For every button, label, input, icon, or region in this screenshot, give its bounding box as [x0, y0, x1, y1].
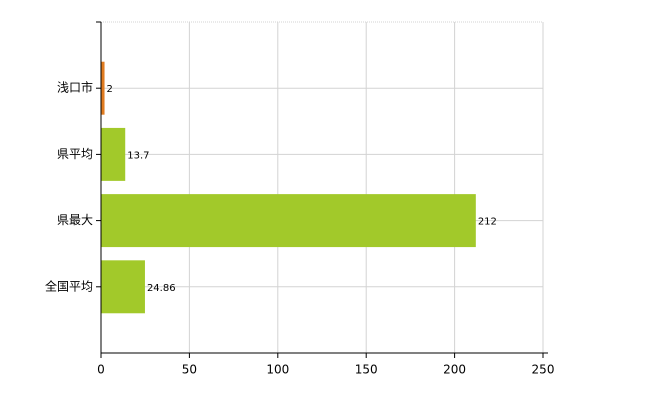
value-label: 212 — [478, 217, 497, 228]
value-label: 2 — [107, 84, 113, 95]
x-tick-label: 150 — [355, 363, 378, 377]
bar — [101, 61, 105, 115]
x-tick-label: 250 — [532, 363, 555, 377]
value-label: 24.86 — [147, 283, 176, 294]
bar — [101, 194, 476, 248]
bar — [101, 127, 126, 181]
x-tick-label: 200 — [443, 363, 466, 377]
y-tick-label: 県最大 — [57, 213, 93, 227]
x-tick-label: 100 — [266, 363, 289, 377]
bar — [101, 260, 145, 314]
value-label: 13.7 — [127, 150, 149, 161]
x-tick-label: 50 — [182, 363, 197, 377]
y-tick-label: 浅口市 — [57, 80, 93, 95]
x-tick-label: 0 — [97, 363, 105, 377]
y-tick-label: 県平均 — [57, 147, 93, 161]
y-tick-label: 全国平均 — [45, 278, 93, 293]
